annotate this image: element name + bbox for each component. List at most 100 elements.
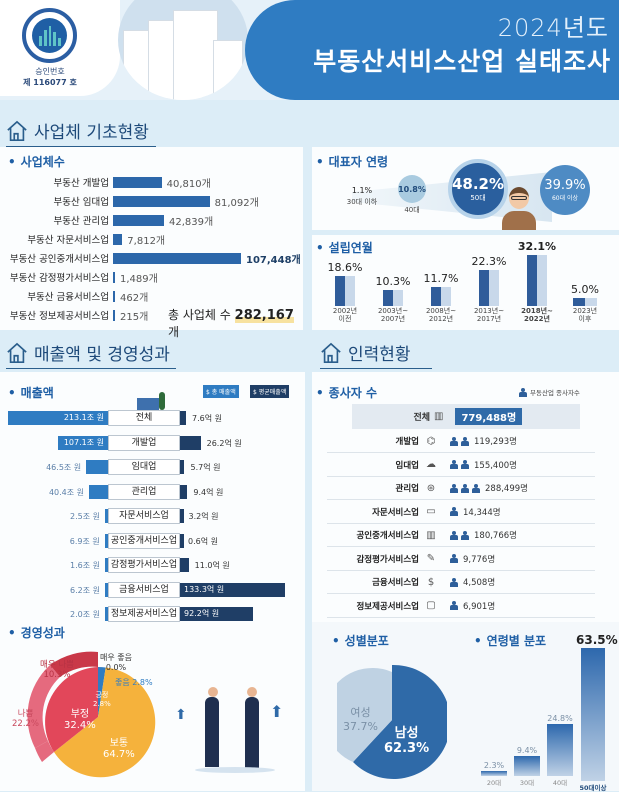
employee-row: 정보제공서비스업 ▢ 6,901명 (327, 595, 595, 618)
title-banner: 2024년도 부동산서비스산업 실태조사 (245, 0, 619, 100)
female-label: 여성 37.7% (343, 706, 378, 733)
age-30-label: 30대 이하 (346, 198, 378, 206)
neutral-label: 보통 64.7% (103, 738, 135, 760)
founding-title: 설립연월 (316, 239, 373, 256)
founding-bar: 11.7% 2008년~ 2012년 (423, 272, 459, 323)
age-dist-bar: 63.5% 50대이상 (576, 632, 618, 792)
founding-bar: 5.0% 2023년 이후 (571, 283, 599, 323)
building-chart-icon: ▥ (434, 411, 444, 422)
employee-row: 개발업 ⌬ 119,293명 (327, 430, 595, 453)
employees-total-row: 전체 ▥ 779,488명 (352, 404, 580, 429)
house-icon (7, 120, 27, 141)
positive-label: 긍정 2.8% (93, 691, 111, 708)
national-statistics-emblem-icon (22, 8, 77, 63)
section-title-workforce: 인력현황 (320, 340, 432, 369)
industry-icon: ☁ (426, 459, 436, 470)
survey-year: 2024년도 (497, 14, 609, 42)
business-count-title: 사업체수 (8, 153, 65, 170)
age-40-label: 40대 (404, 206, 420, 214)
sales-title: 매출액 (8, 384, 54, 401)
industry-icon: ⌬ (426, 435, 436, 447)
house-icon (7, 342, 27, 363)
founding-bar: 32.1% 2018년~ 2022년 (517, 239, 557, 323)
store-icon (137, 392, 167, 410)
employee-row: 금융서비스업 $4,508명 (327, 571, 595, 594)
sales-row: 213.1조 원 전체 7.6억 원 (0, 410, 300, 426)
person-icon (450, 483, 458, 493)
industry-icon: $ (427, 576, 435, 588)
person-icon (450, 530, 458, 540)
sales-row: 6.9조 원 공인중개서비스업 0.6억 원 (0, 532, 300, 549)
age-40-circle: 10.8% (398, 175, 426, 203)
very-bad-label: 매우 나쁨 10.3% (40, 660, 74, 680)
sales-row: 40.4조 원 관리업 9.4억 원 (0, 483, 300, 500)
industry-icon: ▥ (426, 529, 436, 541)
ceo-age-panel: 대표자 연령 1.1% 30대 이하 10.8% 40대 48.2%50대 39… (312, 147, 619, 230)
person-icon (461, 436, 469, 446)
business-count-row: 부동산 정보제공서비스업 215개 (9, 309, 149, 323)
business-count-row: 부동산 금융서비스업 462개 (27, 290, 149, 304)
employees-total-value: 779,488명 (455, 408, 523, 425)
person-icon (461, 530, 469, 540)
performance-pie-chart (27, 651, 156, 778)
employee-row: 관리업 ⊛ 288,499명 (327, 477, 595, 500)
business-count-row: 부동산 임대업 81,092개 (53, 195, 259, 209)
legend-avg-sales: $ 평균매출액 (250, 385, 290, 398)
logo-card: 승인번호 제 116077 호 (0, 0, 120, 96)
industry-icon: ▭ (426, 506, 436, 517)
person-icon (519, 387, 527, 397)
apartment-illustration (118, 0, 248, 100)
person-icon (450, 554, 458, 563)
person-icon (450, 460, 458, 469)
sales-row: 107.1조 원 개발업 26.2억 원 (0, 434, 300, 451)
gender-pie-chart (337, 664, 447, 779)
ceo-age-title: 대표자 연령 (316, 153, 388, 170)
founding-bar: 10.3% 2003년~ 2007년 (375, 274, 411, 323)
sales-row: 2.0조 원 정보제공서비스업 92.2억 원 (0, 606, 300, 622)
approval-label: 승인번호 (35, 67, 65, 76)
workforce-panel: 종사자 수 부동산업 종사자수 전체 ▥ 779,488명 개발업⌬119,29… (312, 372, 619, 622)
sales-row: 1.6조 원 감정평가서비스업 11.0억 원 (0, 557, 300, 573)
person-icon (461, 483, 469, 493)
industry-icon: ▢ (426, 600, 436, 611)
person-icon (450, 577, 458, 587)
employees-title: 종사자 수 (316, 384, 377, 401)
header: 승인번호 제 116077 호 2024년도 부동산서비스산업 실태조사 (0, 0, 619, 100)
employees-legend: 부동산업 종사자수 (519, 387, 580, 397)
age-dist-title: 연령별 분포 (474, 632, 546, 649)
sales-row: 2.5조 원 자문서비스업 3.2억 원 (0, 508, 300, 524)
page-title: 부동산서비스산업 실태조사 (313, 47, 611, 76)
industry-icon: ✎ (426, 553, 436, 564)
employee-row: 공인중개서비스업 ▥ 180,766명 (327, 524, 595, 547)
section-title-basic: 사업체 기초현황 (6, 118, 156, 147)
gender-title: 성별분포 (332, 632, 389, 649)
person-icon (461, 460, 469, 469)
handshake-illustration: ⬆ ⬆ (175, 687, 290, 787)
approval-number: 제 116077 호 (23, 78, 77, 87)
age-50-circle: 48.2% 50대 (448, 159, 508, 219)
age-dist-bar: 2.3% 20대 (477, 761, 511, 787)
bad-label: 나쁨 22.2% (12, 709, 40, 729)
very-good-label: 매우 좋음 0.0% (100, 653, 132, 672)
total-business-count: 총 사업체 수 282,167개 (168, 308, 294, 339)
founding-bar: 18.6% 2002년 이전 (327, 261, 363, 323)
age-30-pct: 1.1% (351, 186, 373, 195)
age-60-circle: 39.9% 60대 이상 (540, 165, 590, 215)
legend-total-sales: $ 총 매출액 (203, 385, 239, 398)
founding-bar: 22.3% 2013년~ 2017년 (471, 255, 507, 323)
employee-row: 자문서비스업 ▭ 14,344명 (327, 501, 595, 524)
negative-label: 부정 32.4% (64, 709, 96, 731)
person-icon (472, 483, 480, 493)
business-count-row: 부동산 감정평가서비스업 1,489개 (9, 271, 158, 285)
ceo-avatar-icon (502, 187, 536, 230)
person-icon (450, 436, 458, 446)
age-dist-bar: 24.8% 40대 (547, 713, 573, 787)
industry-icon: ⊛ (426, 482, 436, 494)
employee-row: 감정평가서비스업 ✎ 9,776명 (327, 548, 595, 571)
business-count-row: 부동산 공인중개서비스업 107,448개 (9, 252, 301, 266)
performance-title: 경영성과 (8, 624, 65, 641)
